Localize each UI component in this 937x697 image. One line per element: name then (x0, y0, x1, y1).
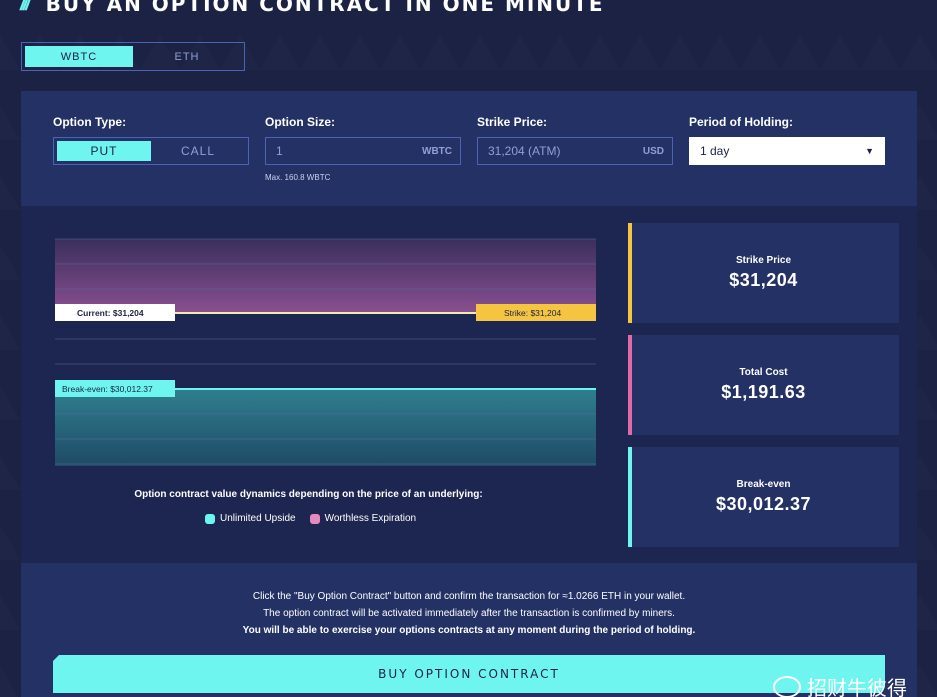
option-size-input[interactable]: 1 WBTC (265, 137, 461, 165)
page-title: BUY AN OPTION CONTRACT IN ONE MINUTE (45, 0, 605, 16)
stat-label: Break-even (736, 479, 791, 490)
breakeven-tag-label: Break-even: $30,012.37 (62, 384, 153, 394)
stat-accent-bar (628, 223, 632, 323)
legend-label-upside: Unlimited Upside (220, 513, 296, 524)
stat-card-strike: Strike Price $31,204 (628, 223, 899, 323)
stat-card-total-cost: Total Cost $1,191.63 (628, 335, 899, 435)
page-header: /// BUY AN OPTION CONTRACT IN ONE MINUTE (20, 0, 605, 16)
option-type-label: Option Type: (53, 115, 127, 129)
period-select[interactable]: 1 day ▼ (689, 137, 885, 165)
strike-price-value: 31,204 (ATM) (488, 144, 561, 158)
strike-price-field: Strike Price: 31,204 (ATM) USD (477, 115, 673, 165)
info-line-1: Click the "Buy Option Contract" button a… (252, 591, 686, 602)
buy-option-button[interactable]: BUY OPTION CONTRACT (53, 655, 885, 693)
chart-section: Current: $31,204 Strike: $31,204 Break-e… (21, 206, 917, 563)
option-panel: Option Type: PUT CALL Option Size: 1 WBT… (21, 91, 917, 697)
stat-card-breakeven: Break-even $30,012.37 (628, 447, 899, 547)
upside-zone (55, 389, 596, 466)
period-label: Period of Holding: (689, 115, 793, 129)
option-size-hint: Max. 160.8 WBTC (265, 173, 331, 182)
legend-item-upside: Unlimited Upside (205, 513, 296, 524)
put-button[interactable]: PUT (57, 141, 151, 161)
chevron-down-icon: ▼ (865, 146, 874, 156)
purchase-section: Click the "Buy Option Contract" button a… (21, 563, 917, 697)
tab-wbtc[interactable]: WBTC (25, 46, 133, 67)
option-size-unit: WBTC (422, 145, 452, 157)
watermark-text: 招财牛彼得 (807, 676, 907, 697)
option-size-value: 1 (276, 144, 283, 158)
stat-label: Strike Price (735, 255, 792, 266)
option-size-label: Option Size: (265, 115, 335, 129)
chart-caption: Option contract value dynamics depending… (134, 489, 483, 500)
current-price-tag (55, 304, 175, 321)
period-field: Period of Holding: 1 day ▼ (689, 115, 885, 165)
option-form: Option Type: PUT CALL Option Size: 1 WBT… (21, 91, 917, 206)
strike-price-unit: USD (642, 145, 664, 157)
strike-price-label: Strike Price: (477, 115, 548, 129)
stat-accent-bar (628, 447, 632, 547)
stat-value: $1,191.63 (721, 382, 806, 402)
legend-swatch-upside (205, 513, 215, 524)
stat-value: $31,204 (729, 270, 798, 290)
asset-toggle: WBTC ETH (21, 42, 245, 71)
info-line-2: The option contract will be activated im… (263, 608, 675, 619)
option-type-field: Option Type: PUT CALL (53, 115, 249, 165)
chart-legend: Unlimited Upside Worthless Expiration (205, 513, 416, 524)
option-size-field: Option Size: 1 WBTC Max. 160.8 WBTC (265, 115, 461, 182)
wechat-icon (773, 675, 801, 697)
legend-swatch-worthless (309, 513, 320, 524)
strike-price-tag (476, 304, 596, 321)
chart-grid (55, 238, 596, 465)
breakeven-tag (55, 380, 175, 397)
stat-label: Total Cost (739, 367, 788, 378)
stat-accent-bar (628, 335, 632, 435)
period-value: 1 day (700, 144, 730, 158)
current-price-label: Current: $31,204 (77, 308, 144, 318)
worthless-zone (55, 239, 596, 313)
option-type-toggle: PUT CALL (53, 137, 249, 165)
legend-item-worthless: Worthless Expiration (309, 513, 417, 524)
watermark: 招财牛彼得 (773, 672, 907, 697)
tab-eth[interactable]: ETH (174, 50, 200, 63)
stat-value: $30,012.37 (715, 494, 812, 514)
slash-stripes-icon: /// (20, 0, 31, 15)
strike-price-input[interactable]: 31,204 (ATM) USD (477, 137, 673, 165)
strike-price-tag-label: Strike: $31,204 (504, 308, 561, 318)
call-button[interactable]: CALL (180, 144, 216, 158)
info-line-3: You will be able to exercise your option… (242, 625, 696, 636)
price-chart: Current: $31,204 Strike: $31,204 Break-e… (55, 238, 596, 466)
legend-label-worthless: Worthless Expiration (324, 513, 417, 524)
